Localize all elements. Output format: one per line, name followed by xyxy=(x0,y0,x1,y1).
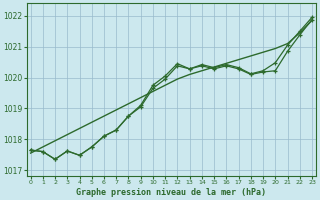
X-axis label: Graphe pression niveau de la mer (hPa): Graphe pression niveau de la mer (hPa) xyxy=(76,188,266,197)
